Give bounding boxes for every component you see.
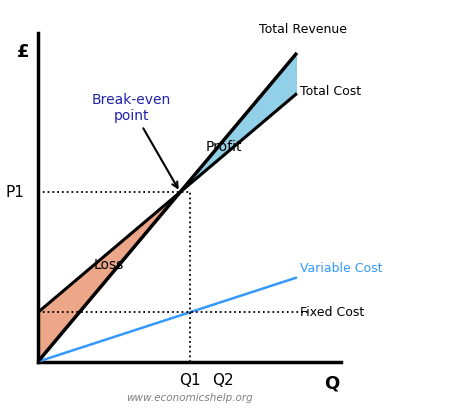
Text: Total Revenue: Total Revenue (259, 23, 347, 36)
Text: Fixed Cost: Fixed Cost (301, 306, 365, 319)
Text: Loss: Loss (94, 258, 124, 272)
Text: Q1: Q1 (179, 373, 201, 388)
Text: £: £ (17, 43, 29, 61)
Text: Profit: Profit (206, 141, 242, 155)
Text: Break-even
point: Break-even point (92, 93, 178, 188)
Text: www.economicshelp.org: www.economicshelp.org (126, 393, 253, 403)
Text: Variable Cost: Variable Cost (301, 261, 383, 275)
Text: Total Cost: Total Cost (301, 85, 362, 97)
Text: Q: Q (325, 375, 340, 393)
Text: Q2: Q2 (212, 373, 234, 388)
Text: P1: P1 (5, 185, 24, 200)
